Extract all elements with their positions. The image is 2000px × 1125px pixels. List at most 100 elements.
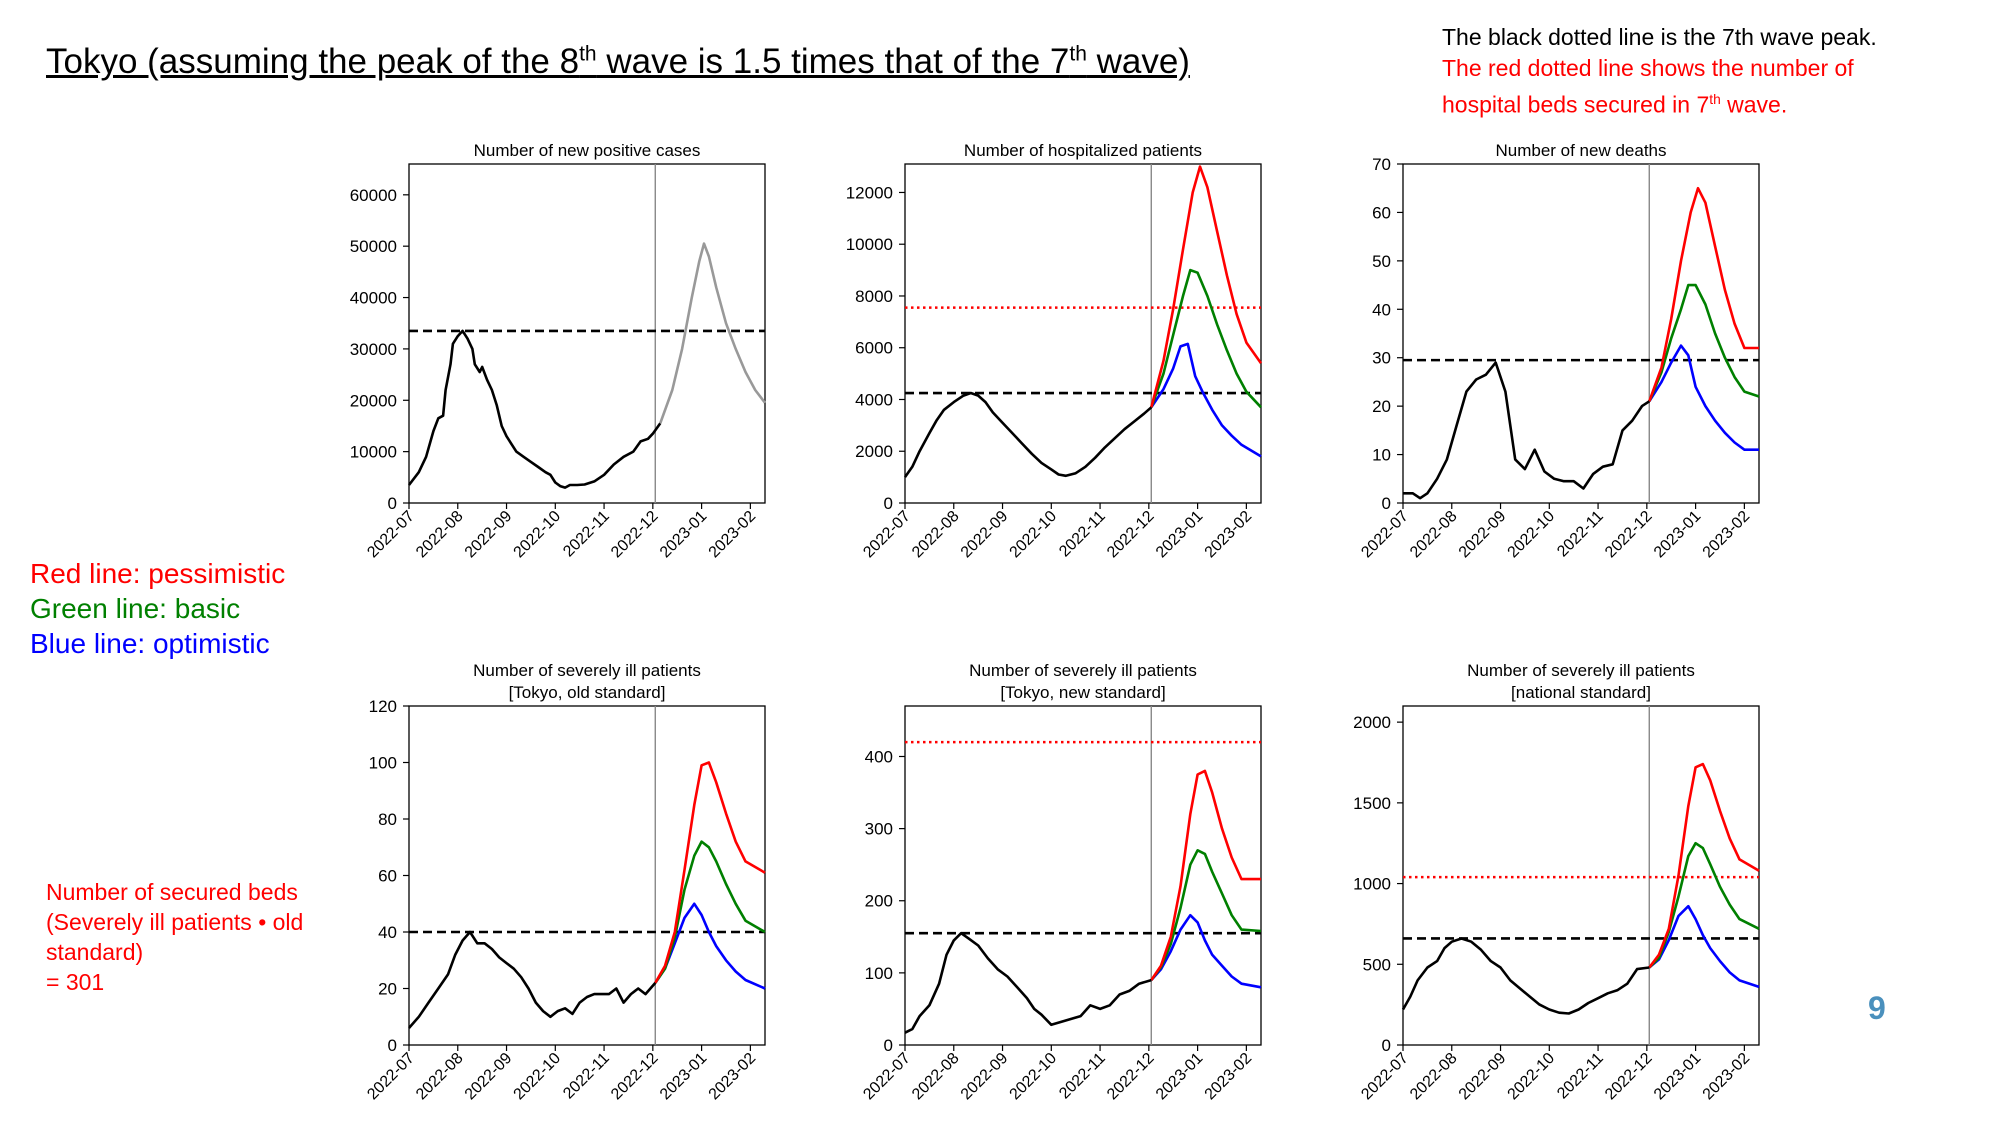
optimistic-line — [1648, 344, 1759, 451]
y-tick-label: 2000 — [1353, 713, 1391, 732]
plot-frame — [1402, 705, 1760, 1046]
x-tick-label: 2022-12 — [1602, 508, 1656, 562]
y-tick-label: 50000 — [350, 237, 397, 256]
optimistic-line — [1150, 913, 1262, 989]
x-tick-label: 2022-08 — [909, 1050, 963, 1104]
y-tick-label: 12000 — [846, 183, 893, 202]
note-line-3-text: hospital beds secured in 7 — [1442, 91, 1710, 118]
x-tick-label: 2023-01 — [1651, 1050, 1705, 1104]
chart-title: Number of severely ill patients — [1467, 661, 1695, 680]
y-tick-label: 400 — [865, 747, 893, 766]
x-tick-label: 2022-12 — [608, 508, 662, 562]
y-tick-label: 60000 — [350, 186, 397, 205]
x-tick-label: 2023-01 — [657, 1050, 711, 1104]
scenario-legend: Red line: pessimistic Green line: basic … — [30, 556, 285, 661]
history-line — [407, 329, 662, 489]
y-tick-label: 40 — [378, 923, 397, 942]
pessimistic-line — [654, 761, 766, 984]
chart-3: Number of new deaths 0 10 20 30 40 50 60 70 2022-… — [1358, 141, 1760, 562]
x-tick-label: 2023-02 — [1700, 508, 1754, 562]
slide-title: Tokyo (assuming the peak of the 8th wave… — [46, 42, 1190, 82]
x-tick-label: 2022-07 — [1358, 1050, 1412, 1104]
basic-line — [1150, 849, 1262, 981]
reference-line-note: The black dotted line is the 7th wave pe… — [1442, 22, 1877, 121]
x-tick-label: 2022-12 — [1104, 1050, 1158, 1104]
x-tick-label: 2022-08 — [909, 508, 963, 562]
y-tick-label: 100 — [369, 754, 397, 773]
x-tick-label: 2022-10 — [511, 508, 565, 562]
x-tick-label: 2022-09 — [1456, 1050, 1510, 1104]
y-tick-label: 40 — [1372, 300, 1391, 319]
y-tick-label: 30 — [1372, 349, 1391, 368]
optimistic-line — [1150, 342, 1262, 458]
x-tick-label: 2022-10 — [1505, 1050, 1559, 1104]
title-part-3: wave) — [1086, 42, 1190, 81]
y-tick-label: 0 — [388, 1036, 397, 1055]
y-tick-label: 80 — [378, 810, 397, 829]
basic-line — [654, 840, 766, 984]
x-tick-label: 2022-12 — [1104, 508, 1158, 562]
x-tick-label: 2022-11 — [1056, 1050, 1109, 1103]
chart-title: Number of severely ill patients — [969, 661, 1197, 680]
y-tick-label: 2000 — [855, 442, 893, 461]
y-tick-label: 1500 — [1353, 794, 1391, 813]
x-tick-label: 2022-08 — [1407, 508, 1461, 562]
beds-line-4: = 301 — [46, 969, 105, 995]
history-line — [408, 930, 657, 1029]
y-tick-label: 4000 — [855, 390, 893, 409]
x-tick-label: 2022-09 — [958, 1050, 1012, 1104]
x-tick-label: 2023-02 — [1700, 1050, 1754, 1104]
y-tick-label: 120 — [369, 697, 397, 716]
history-line — [903, 391, 1153, 478]
x-tick-label: 2022-08 — [413, 508, 467, 562]
x-tick-label: 2022-09 — [462, 1050, 516, 1104]
x-tick-label: 2023-01 — [657, 508, 711, 562]
x-tick-label: 2022-11 — [1554, 1050, 1607, 1103]
y-tick-label: 0 — [1382, 1036, 1391, 1055]
optimistic-line — [1648, 904, 1760, 989]
x-tick-label: 2022-07 — [1358, 508, 1412, 562]
x-tick-label: 2022-10 — [1007, 1050, 1061, 1104]
history-line — [904, 931, 1152, 1034]
x-tick-label: 2022-12 — [1602, 1050, 1656, 1104]
page-number: 9 — [1868, 990, 1886, 1026]
x-tick-label: 2023-02 — [1202, 1050, 1256, 1104]
plot-frame — [904, 163, 1262, 504]
y-tick-label: 1000 — [1353, 875, 1391, 894]
chart-5: Number of severely ill patients [Tokyo, n… — [860, 661, 1262, 1104]
note-line-1: The black dotted line is the 7th wave pe… — [1442, 24, 1877, 50]
plot-frame — [1402, 163, 1760, 504]
y-tick-label: 60 — [1372, 203, 1391, 222]
y-tick-label: 0 — [388, 494, 397, 513]
x-tick-label: 2022-11 — [1056, 508, 1109, 561]
y-tick-label: 500 — [1363, 955, 1391, 974]
plot-frame — [408, 705, 766, 1046]
y-tick-label: 0 — [884, 1036, 893, 1055]
y-tick-label: 0 — [884, 494, 893, 513]
x-tick-label: 2022-09 — [462, 508, 516, 562]
x-tick-label: 2023-01 — [1153, 508, 1207, 562]
y-tick-label: 50 — [1372, 252, 1391, 271]
pessimistic-line — [1150, 165, 1263, 408]
pessimistic-line — [1150, 769, 1261, 981]
chart-2: Number of hospitalized patients 0 2000 4000… — [846, 141, 1263, 562]
beds-line-2: (Severely ill patients • old — [46, 909, 304, 935]
legend-blue: Blue line: optimistic — [30, 628, 270, 659]
y-tick-label: 10000 — [846, 235, 893, 254]
chart-6: Number of severely ill patients [national… — [1353, 661, 1760, 1104]
chart-title: [Tokyo, old standard] — [509, 683, 666, 702]
pessimistic-line — [1648, 762, 1760, 969]
x-tick-label: 2022-09 — [1456, 508, 1510, 562]
x-tick-label: 2022-07 — [860, 1050, 914, 1104]
note-line-3-end: wave. — [1720, 91, 1788, 118]
y-tick-label: 70 — [1372, 155, 1391, 174]
legend-red: Red line: pessimistic — [30, 558, 286, 589]
basic-line — [1648, 283, 1760, 402]
x-tick-label: 2022-11 — [560, 508, 613, 561]
chart-title: Number of new deaths — [1495, 141, 1666, 160]
history-line — [1403, 361, 1651, 500]
y-tick-label: 30000 — [350, 340, 397, 359]
secured-beds-note: Number of secured beds (Severely ill pat… — [46, 877, 303, 997]
